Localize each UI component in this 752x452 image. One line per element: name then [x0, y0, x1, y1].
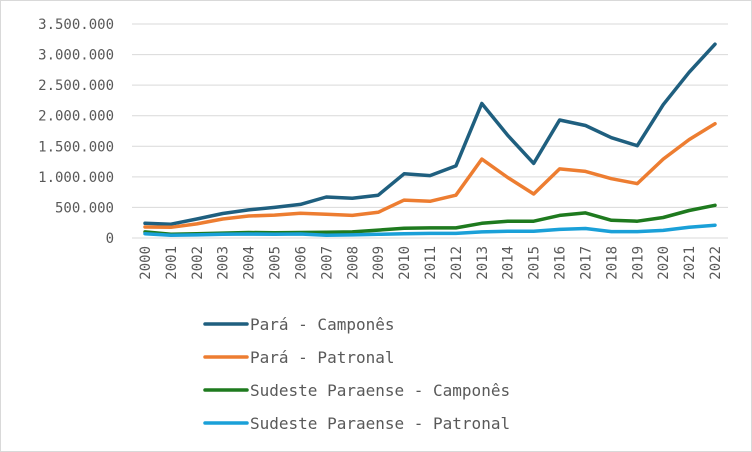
series-line-1 — [143, 42, 717, 226]
x-tick-label: 2008 — [345, 246, 361, 280]
x-axis-ticks: 2000 2001 2002 2003 2004 2005 2006 2007 2008 2009… — [138, 246, 724, 280]
legend-label: Pará - Patronal — [250, 348, 395, 367]
x-tick-label: 2015 — [527, 246, 543, 280]
x-tick-label: 2022 — [708, 246, 724, 280]
x-tick-label: 2006 — [293, 246, 309, 280]
x-tick-label: 2009 — [371, 246, 387, 280]
series-lines — [143, 42, 717, 237]
x-tick-label: 2021 — [682, 246, 698, 280]
gridlines — [132, 23, 728, 208]
x-tick-label: 2013 — [475, 246, 491, 280]
x-tick-label: 2007 — [319, 246, 335, 280]
x-tick-label: 2002 — [190, 246, 206, 280]
x-tick-label: 2000 — [138, 246, 154, 280]
series-line-2 — [143, 121, 717, 230]
x-tick-label: 2016 — [553, 246, 569, 280]
x-tick-label: 2001 — [164, 246, 180, 280]
y-tick-label: 2.000.000 — [38, 109, 114, 125]
y-tick-label: 0 — [106, 231, 114, 247]
legend-label: Sudeste Paraense - Camponês — [250, 381, 510, 400]
x-tick-label: 2003 — [216, 246, 232, 280]
x-tick-label: 2018 — [604, 246, 620, 280]
y-tick-label: 3.500.000 — [38, 17, 114, 33]
x-tick-label: 2017 — [578, 246, 594, 280]
x-tick-label: 2019 — [630, 246, 646, 280]
x-tick-label: 2004 — [242, 246, 258, 280]
series-line-4 — [143, 223, 717, 237]
x-tick-label: 2020 — [656, 246, 672, 280]
y-tick-label: 500.000 — [55, 200, 114, 216]
y-tick-label: 1.000.000 — [38, 170, 114, 186]
x-tick-label: 2012 — [449, 246, 465, 280]
legend-label: Sudeste Paraense - Patronal — [250, 414, 510, 433]
x-tick-label: 2011 — [423, 246, 439, 280]
legend: Pará - Camponês Pará - Patronal Sudeste Pa… — [203, 315, 510, 433]
x-tick-label: 2014 — [501, 246, 517, 280]
y-tick-label: 1.500.000 — [38, 139, 114, 155]
x-tick-label: 2005 — [268, 246, 284, 280]
legend-label: Pará - Camponês — [250, 315, 395, 334]
y-tick-label: 3.000.000 — [38, 48, 114, 64]
y-tick-label: 2.500.000 — [38, 78, 114, 94]
x-tick-label: 2010 — [397, 246, 413, 280]
y-axis-ticks: 0 500.000 1.000.000 1.500.000 2.000.000 2.500… — [38, 17, 114, 247]
